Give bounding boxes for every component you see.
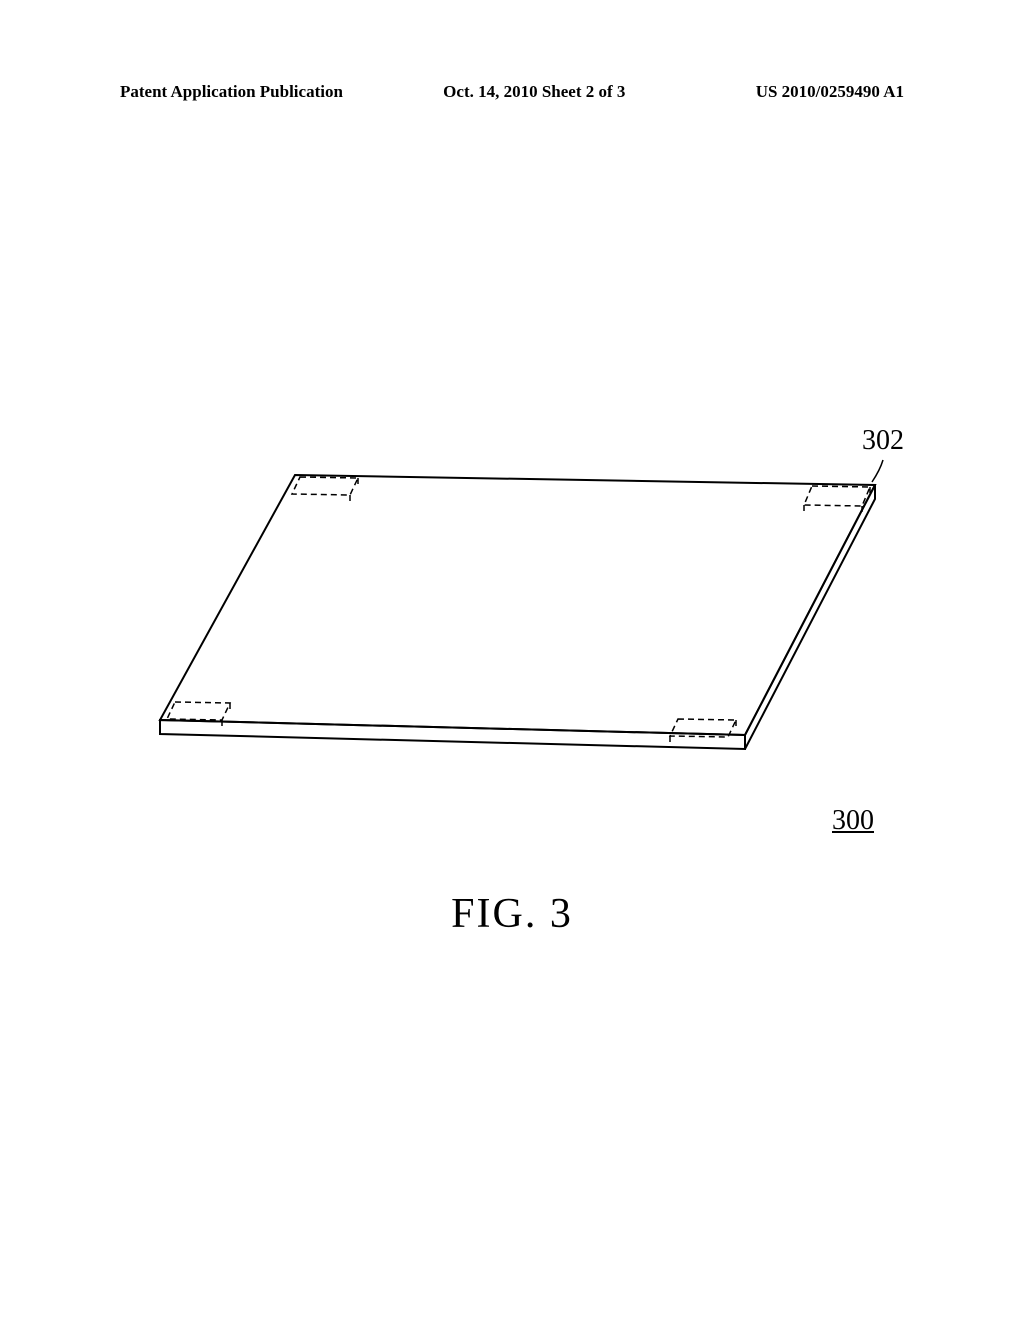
- patent-figure-drawing: [100, 430, 910, 770]
- header-right: US 2010/0259490 A1: [756, 82, 904, 102]
- figure-label: FIG. 3: [451, 890, 573, 938]
- reference-numeral-300: 300: [832, 805, 874, 837]
- document-header: Patent Application Publication Oct. 14, …: [0, 82, 1024, 102]
- header-left: Patent Application Publication: [120, 82, 343, 102]
- reference-numeral-302: 302: [862, 425, 904, 457]
- header-center: Oct. 14, 2010 Sheet 2 of 3: [443, 82, 625, 102]
